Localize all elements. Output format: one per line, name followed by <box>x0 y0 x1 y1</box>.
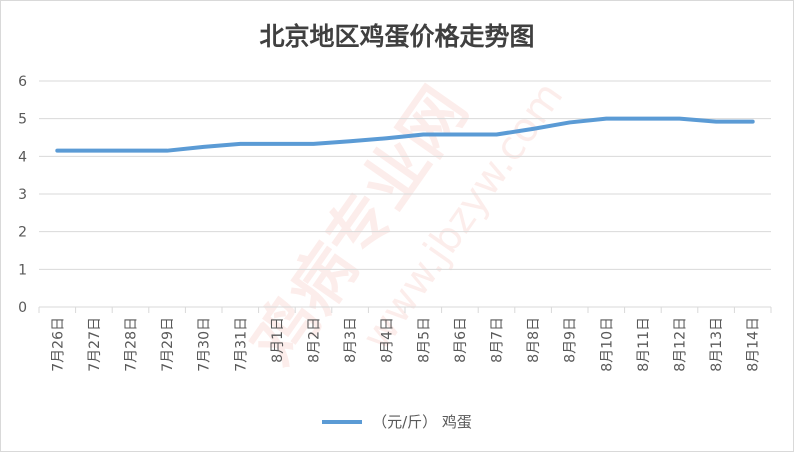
x-tick-label: 8月7日 <box>490 317 506 363</box>
y-tick-label: 5 <box>18 112 27 128</box>
x-tick-label: 8月14日 <box>746 317 762 372</box>
x-tick-label: 8月13日 <box>709 317 725 372</box>
x-tick-label: 8月2日 <box>307 317 323 363</box>
x-tick-label: 8月5日 <box>416 317 432 363</box>
gridlines <box>39 80 771 308</box>
x-tick-label: 8月8日 <box>526 317 542 363</box>
series-line-0 <box>55 116 755 153</box>
legend-label: （元/斤） 鸡蛋 <box>372 413 472 431</box>
y-tick-label: 6 <box>18 74 27 90</box>
x-tick-label: 8月3日 <box>343 317 359 363</box>
x-tick-label: 8月10日 <box>599 317 615 372</box>
y-tick-label: 2 <box>18 225 27 241</box>
x-tick-label: 7月28日 <box>124 317 140 372</box>
y-tick-label: 1 <box>18 262 27 278</box>
x-tick-label: 7月30日 <box>197 317 213 372</box>
x-tick-label: 8月12日 <box>673 317 689 372</box>
x-tick-label: 7月27日 <box>87 317 103 372</box>
y-tick-label: 0 <box>18 300 27 316</box>
chart-title: 北京地区鸡蛋价格走势图 <box>259 22 535 51</box>
x-tick-label: 8月4日 <box>380 317 396 363</box>
x-tick-label: 7月26日 <box>50 317 66 372</box>
y-tick-label: 4 <box>18 149 27 165</box>
x-tick-label: 7月31日 <box>233 317 249 372</box>
x-tick-label: 8月1日 <box>270 317 286 363</box>
x-axis: 7月26日 7月27日 7月28日 7月29日 7月30日 7月31日 8月1日 8月2日 8月… <box>38 307 772 372</box>
legend: （元/斤） 鸡蛋 <box>1 411 793 432</box>
x-tick-label: 8月9日 <box>563 317 579 363</box>
x-tick-label: 8月6日 <box>453 317 469 363</box>
legend-swatch <box>322 419 363 424</box>
x-tick-label: 8月11日 <box>636 317 652 372</box>
series-layer <box>55 116 755 153</box>
y-tick-label: 3 <box>18 187 27 203</box>
x-tick-label: 7月29日 <box>160 317 176 372</box>
y-axis: 0 1 2 3 4 5 6 <box>18 74 27 316</box>
